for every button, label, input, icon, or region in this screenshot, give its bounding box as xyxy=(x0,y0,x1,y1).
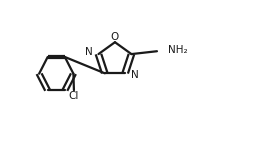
Text: NH₂: NH₂ xyxy=(168,45,187,55)
Text: O: O xyxy=(111,32,119,42)
Text: Cl: Cl xyxy=(69,91,79,101)
Text: N: N xyxy=(85,47,93,57)
Text: N: N xyxy=(131,70,139,80)
